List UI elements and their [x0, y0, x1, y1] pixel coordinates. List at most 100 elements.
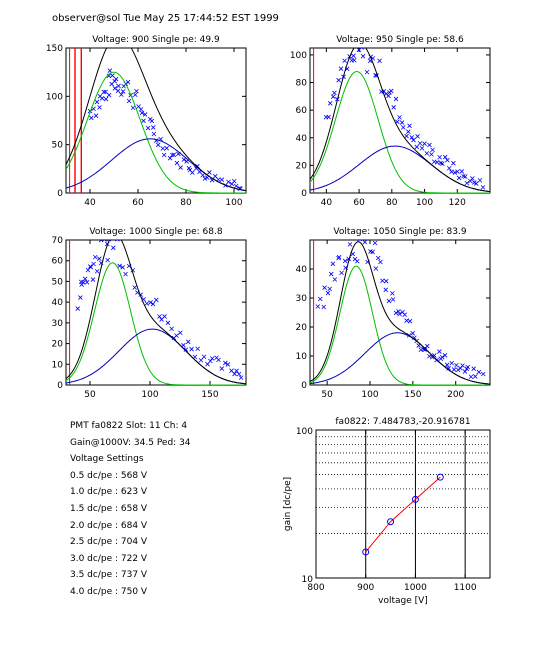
data-point	[317, 296, 323, 302]
data-point	[106, 92, 112, 98]
data-point	[103, 89, 108, 95]
data-point	[123, 271, 128, 277]
data-point	[99, 96, 105, 101]
data-point	[327, 101, 333, 106]
data-point	[181, 157, 187, 162]
data-point	[171, 152, 177, 158]
data-point	[393, 310, 399, 316]
data-point	[476, 369, 482, 375]
total-fit-curve	[66, 240, 246, 385]
chart-3: Voltage: 1000 Single pe: 68.8 50 100 150 0 10…	[52, 227, 247, 400]
data-point	[427, 142, 432, 148]
data-point	[360, 53, 366, 59]
chart-4: Voltage: 1050 Single pe: 83.950 100 150 200…	[296, 227, 491, 400]
plot-frame	[65, 47, 247, 194]
info-line: 0.5 dc/pe : 568 V	[70, 470, 148, 481]
data-point	[169, 326, 174, 332]
data-point	[132, 285, 138, 290]
data-point	[411, 137, 416, 143]
x-tick-label: 80	[386, 198, 398, 208]
y-tick-label: 10	[302, 575, 314, 585]
single-pe-fit-curve	[66, 262, 246, 385]
info-line: PMT fa0822 Slot: 11 Ch: 4	[70, 421, 188, 431]
data-point	[410, 331, 416, 336]
data-point	[407, 123, 412, 129]
data-point	[105, 257, 110, 263]
data-point	[464, 180, 470, 186]
data-point	[422, 141, 427, 146]
data-point	[223, 360, 228, 366]
y-tick-label: 80	[296, 79, 308, 89]
data-point	[445, 157, 450, 163]
data-point	[442, 154, 448, 160]
data-point	[459, 169, 465, 174]
chart-title: fa0822: 7.484783,-20.916781	[335, 417, 470, 427]
single-pe-fit-curve	[66, 71, 246, 193]
data-point	[336, 254, 342, 260]
data-point	[91, 261, 96, 267]
chart-title: Voltage: 1000 Single pe: 68.8	[89, 227, 222, 237]
data-point	[151, 131, 157, 137]
chart-title: Voltage: 1050 Single pe: 83.9	[333, 227, 466, 237]
data-point	[97, 256, 102, 261]
info-line: 1.5 dc/pe : 658 V	[70, 503, 148, 514]
data-point	[419, 145, 425, 151]
pmt-info-panel: PMT fa0822 Slot: 11 Ch: 4 Gain@1000V: 34…	[70, 418, 191, 601]
data-point	[219, 177, 225, 182]
y-tick-label: 100	[290, 51, 307, 61]
data-point	[468, 178, 473, 184]
data-point	[97, 105, 102, 110]
data-point	[150, 125, 156, 130]
data-point	[390, 297, 396, 302]
data-point	[424, 151, 430, 156]
data-point	[149, 118, 155, 124]
x-tick-label: 100	[361, 390, 378, 400]
data-point	[454, 362, 459, 368]
data-point	[116, 83, 121, 89]
data-point	[134, 88, 139, 94]
data-point	[165, 320, 171, 326]
data-point	[93, 113, 99, 118]
data-point	[125, 79, 131, 85]
data-point	[327, 286, 332, 292]
data-point	[391, 105, 396, 110]
x-tick-label: 100	[141, 390, 158, 400]
data-point	[202, 176, 208, 181]
data-point	[477, 178, 483, 183]
data-point	[130, 105, 136, 111]
data-point	[451, 160, 456, 166]
data-point	[330, 261, 336, 267]
data-point	[120, 89, 126, 94]
data-point	[157, 314, 162, 319]
total-fit-curve	[310, 241, 490, 385]
data-point	[209, 356, 215, 361]
total-fit-curve	[66, 48, 246, 192]
data-point	[442, 353, 448, 358]
data-point	[460, 363, 465, 368]
info-line: Gain@1000V: 34.5 Ped: 34	[70, 437, 191, 448]
data-point	[161, 152, 167, 158]
data-point	[326, 114, 331, 120]
y-axis-label: gain [dc/pe]	[283, 477, 293, 531]
data-point	[449, 360, 454, 366]
single-pe-fit-curve	[310, 70, 490, 193]
plot-frame	[65, 239, 247, 386]
x-tick-label: 800	[307, 583, 324, 593]
data-point	[402, 312, 408, 318]
x-axis-label: voltage [V]	[378, 596, 428, 606]
data-point	[115, 88, 121, 94]
data-point	[364, 69, 370, 75]
data-point	[440, 161, 445, 166]
data-point	[195, 346, 200, 352]
x-tick-label: 900	[357, 583, 374, 593]
multi-pe-fit-curve	[66, 328, 246, 385]
data-point	[386, 93, 391, 99]
data-point	[400, 125, 406, 130]
info-line: 2.0 dc/pe : 684 V	[70, 520, 148, 531]
info-line: 3.0 dc/pe : 722 V	[70, 553, 148, 564]
data-point	[429, 152, 434, 157]
y-tick-label: 40	[52, 298, 64, 308]
data-point	[359, 48, 364, 50]
y-tick-label: 0	[301, 381, 307, 391]
